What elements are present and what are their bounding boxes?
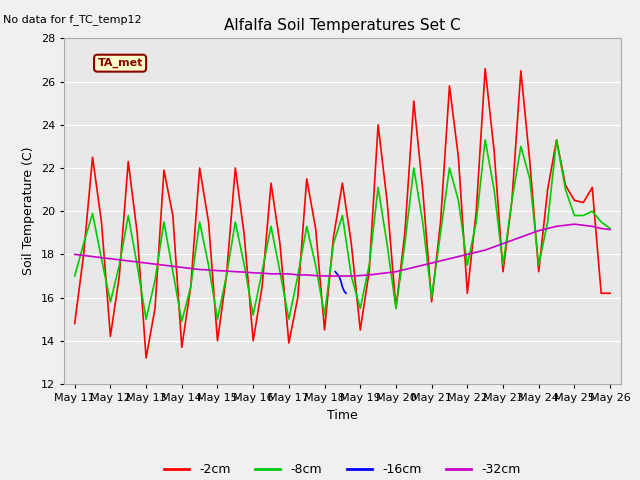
X-axis label: Time: Time xyxy=(327,408,358,421)
Title: Alfalfa Soil Temperatures Set C: Alfalfa Soil Temperatures Set C xyxy=(224,18,461,33)
Text: TA_met: TA_met xyxy=(97,58,143,68)
Text: No data for f_TC_temp12: No data for f_TC_temp12 xyxy=(3,14,142,25)
Y-axis label: Soil Temperature (C): Soil Temperature (C) xyxy=(22,147,35,276)
Legend: -2cm, -8cm, -16cm, -32cm: -2cm, -8cm, -16cm, -32cm xyxy=(159,458,526,480)
